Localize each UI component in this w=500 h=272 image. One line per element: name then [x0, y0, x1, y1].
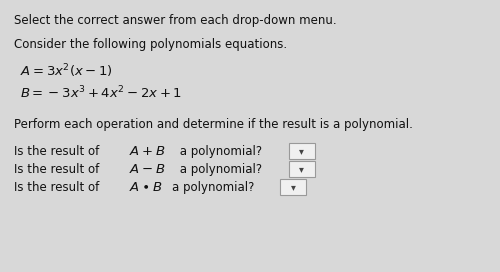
Text: a polynomial?: a polynomial? [172, 181, 254, 194]
FancyBboxPatch shape [289, 161, 315, 177]
Text: Is the result of: Is the result of [14, 163, 103, 176]
Text: Select the correct answer from each drop-down menu.: Select the correct answer from each drop… [14, 14, 336, 27]
Text: Perform each operation and determine if the result is a polynomial.: Perform each operation and determine if … [14, 118, 413, 131]
Text: $\mathbf{\mathit{A}}+\mathbf{\mathit{B}}$: $\mathbf{\mathit{A}}+\mathbf{\mathit{B}}… [129, 145, 165, 158]
FancyBboxPatch shape [280, 179, 306, 195]
Text: Is the result of: Is the result of [14, 145, 103, 158]
Text: $\mathbf{\mathit{A}}-\mathbf{\mathit{B}}$: $\mathbf{\mathit{A}}-\mathbf{\mathit{B}}… [129, 163, 165, 176]
Text: $\mathbf{\mathit{A}} \bullet \mathbf{\mathit{B}}$: $\mathbf{\mathit{A}} \bullet \mathbf{\ma… [129, 181, 162, 194]
Text: a polynomial?: a polynomial? [176, 163, 262, 176]
Text: ▾: ▾ [300, 164, 304, 174]
FancyBboxPatch shape [289, 143, 315, 159]
Text: $B = -3x^3 + 4x^2 - 2x + 1$: $B = -3x^3 + 4x^2 - 2x + 1$ [20, 85, 182, 102]
Text: ▾: ▾ [291, 182, 296, 192]
Text: ▾: ▾ [300, 146, 304, 156]
Text: a polynomial?: a polynomial? [176, 145, 262, 158]
Text: $A = 3x^2(x-1)$: $A = 3x^2(x-1)$ [20, 62, 113, 80]
Text: Consider the following polynomials equations.: Consider the following polynomials equat… [14, 38, 287, 51]
Text: Is the result of: Is the result of [14, 181, 103, 194]
